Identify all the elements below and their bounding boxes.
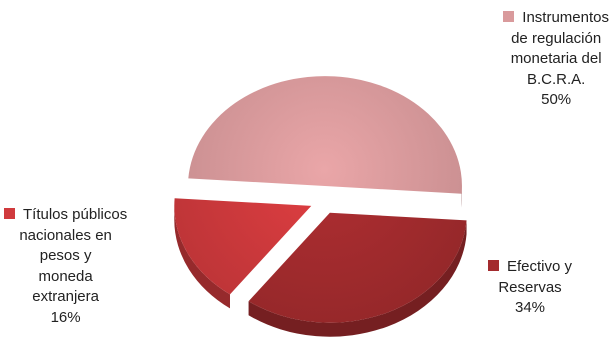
label-efectivo-line-1: Efectivo y — [507, 258, 573, 275]
legend-swatch-instrumentos — [503, 11, 515, 22]
pie-slice-side-3 — [174, 205, 230, 309]
legend-swatch-titulos — [4, 208, 15, 219]
pie-slice-top-1 — [188, 76, 462, 194]
label-instrumentos: Instrumentos de regulación monetaria del… — [503, 8, 609, 111]
label-titulos: Títulos públicos nacionales en pesos y m… — [4, 205, 127, 328]
pie-slice-1 — [188, 76, 462, 208]
label-efectivo: Efectivo y Reservas 34% — [488, 257, 572, 319]
label-instrumentos-line-3: monetaria del — [510, 50, 602, 67]
value-label-instrumentos: 50% — [541, 91, 572, 108]
value-label-efectivo: 34% — [515, 299, 546, 316]
label-efectivo-line-2: Reservas — [498, 278, 562, 296]
value-label-titulos: 16% — [50, 308, 81, 326]
pie-slice-top-3 — [174, 198, 312, 295]
pie-slice-side-2 — [248, 220, 467, 337]
label-instrumentos-line-4: B.C.R.A. — [526, 70, 586, 88]
label-titulos-line-4: moneda — [38, 267, 93, 285]
label-titulos-line-5: extranjera — [32, 288, 99, 305]
label-titulos-line-3: pesos y — [39, 247, 92, 264]
label-titulos-line-1: Títulos públicos — [23, 206, 128, 223]
pie-slice-top-2 — [248, 212, 467, 323]
label-titulos-line-2: nacionales en — [19, 226, 112, 244]
pie-slice-3 — [174, 198, 312, 309]
label-instrumentos-line-2: de regulación — [511, 29, 602, 47]
legend-swatch-efectivo — [488, 260, 499, 271]
label-instrumentos-line-1: Instrumentos — [522, 9, 609, 26]
pie-slice-2 — [248, 212, 467, 337]
